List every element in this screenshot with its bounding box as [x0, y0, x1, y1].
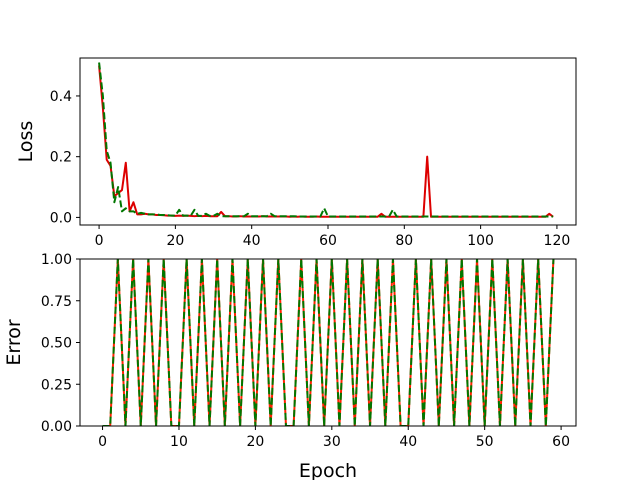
x-tick-label: 120 — [544, 233, 571, 249]
x-tick-label: 60 — [552, 434, 570, 450]
y-tick-label: 0.0 — [50, 210, 72, 226]
y-tick-label: 0.4 — [50, 89, 72, 105]
x-tick-label: 40 — [243, 233, 261, 249]
x-tick-label: 30 — [323, 434, 341, 450]
series-line-2 — [98, 62, 554, 218]
axes-frame — [79, 57, 577, 226]
x-axis-label: Epoch — [299, 460, 357, 480]
x-tick-label: 40 — [399, 434, 417, 450]
x-tick-label: 0 — [98, 434, 107, 450]
y-tick-label: 0.00 — [41, 419, 72, 435]
chart-panel-2: 0 10 20 30 40 50 60 0.00 0.25 0.50 0.75 1.00 Error Ep… — [3, 252, 577, 480]
y-tick-label: 1.00 — [41, 252, 72, 268]
x-tick-label: 0 — [95, 233, 104, 249]
y-tick-label: 0.75 — [41, 294, 72, 310]
y-axis-label: Error — [3, 319, 25, 366]
series-line-2 — [102, 259, 555, 426]
x-tick-label: 20 — [246, 434, 264, 450]
x-tick-label: 10 — [170, 434, 188, 450]
y-tick-label: 0.2 — [50, 150, 72, 166]
x-tick-label: 60 — [319, 233, 337, 249]
y-tick-label: 0.25 — [41, 377, 72, 393]
y-tick-label: 0.50 — [41, 336, 72, 352]
chart-panel-1: 0 20 40 60 80 100 120 0.0 0.2 0.4 Loss — [15, 57, 577, 249]
y-axis-label: Loss — [15, 121, 37, 163]
x-tick-label: 20 — [166, 233, 184, 249]
x-tick-label: 50 — [476, 434, 494, 450]
x-tick-label: 100 — [467, 233, 494, 249]
series-line-1 — [98, 65, 554, 218]
x-tick-label: 80 — [395, 233, 413, 249]
